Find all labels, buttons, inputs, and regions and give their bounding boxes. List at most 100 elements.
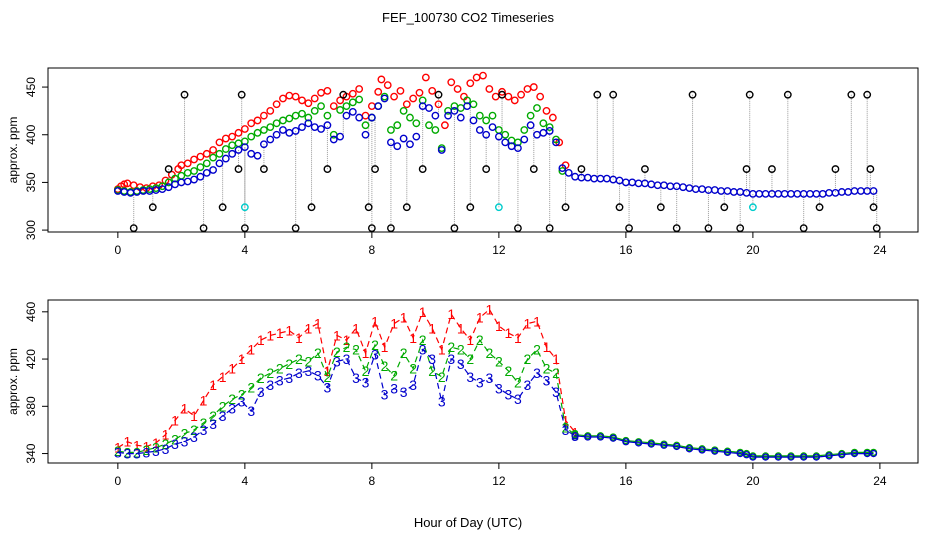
data-point <box>656 203 665 212</box>
data-point <box>374 87 383 96</box>
data-point <box>450 107 459 115</box>
series-marker: 1 <box>238 351 246 367</box>
chart-title: FEF_100730 CO2 Timeseries <box>382 10 554 25</box>
data-point <box>536 92 545 101</box>
data-point <box>504 92 513 101</box>
series-marker: 3 <box>304 363 312 379</box>
data-point <box>285 128 294 137</box>
data-point <box>279 94 287 103</box>
series-marker: 3 <box>162 441 170 457</box>
data-point <box>364 203 373 212</box>
series-marker: 1 <box>114 440 122 456</box>
series-marker: 3 <box>181 434 189 450</box>
series-marker: 2 <box>333 344 341 360</box>
data-point <box>679 183 687 192</box>
x-axis-label: Hour of Day (UTC) <box>414 515 522 530</box>
series-marker: 3 <box>514 391 522 407</box>
data-point <box>387 224 395 233</box>
data-point <box>190 167 198 175</box>
series-marker: 1 <box>457 320 465 336</box>
data-point <box>247 119 256 128</box>
data-point <box>745 90 754 99</box>
data-point <box>533 130 541 139</box>
series-marker: 3 <box>505 386 513 402</box>
data-point <box>660 441 668 449</box>
data-point <box>260 111 268 120</box>
data-point <box>304 119 313 128</box>
data-point <box>310 94 319 103</box>
data-point <box>479 71 487 80</box>
series-marker: 2 <box>352 342 360 358</box>
data-point <box>564 168 573 177</box>
data-point <box>717 187 726 195</box>
series-marker: 1 <box>247 342 255 358</box>
series-marker: 1 <box>419 304 427 320</box>
data-point <box>736 224 745 233</box>
data-point <box>342 111 351 120</box>
data-point <box>472 73 481 82</box>
data-point <box>291 127 300 135</box>
x-tick-label: 4 <box>242 474 249 488</box>
data-point <box>253 151 262 160</box>
series-marker: 1 <box>285 323 293 339</box>
data-point <box>723 448 732 457</box>
data-point <box>482 116 491 125</box>
data-point <box>406 140 414 149</box>
data-point <box>485 85 494 93</box>
series-marker: 3 <box>466 369 474 385</box>
series-line <box>117 348 576 455</box>
data-point <box>399 134 408 143</box>
data-point <box>723 187 732 195</box>
data-point <box>380 94 389 103</box>
data-point <box>838 451 846 459</box>
data-point <box>818 189 827 198</box>
data-point <box>221 154 230 163</box>
data-point <box>673 442 681 451</box>
y-tick-label: 460 <box>24 301 38 321</box>
data-point <box>279 126 287 134</box>
series-marker: 2 <box>419 332 427 348</box>
data-point <box>545 123 554 132</box>
x-tick-label: 16 <box>619 243 633 257</box>
data-point <box>545 224 554 233</box>
series-marker: 3 <box>485 370 493 386</box>
x-tick-label: 24 <box>873 474 887 488</box>
data-point <box>355 95 364 104</box>
series-marker: 3 <box>447 351 455 367</box>
series-marker: 2 <box>362 363 370 379</box>
data-point <box>317 102 325 111</box>
series-marker: 3 <box>152 443 160 459</box>
series-marker: 3 <box>247 403 255 419</box>
data-point <box>729 188 738 196</box>
data-point <box>409 94 418 103</box>
series-marker: 1 <box>314 316 322 332</box>
series-marker: 1 <box>562 412 570 428</box>
data-point <box>647 440 655 448</box>
data-point <box>494 132 503 141</box>
data-point <box>609 90 618 99</box>
series-marker: 3 <box>476 375 484 391</box>
series-marker: 2 <box>505 363 513 379</box>
data-point <box>526 121 535 130</box>
data-point <box>323 165 332 173</box>
data-point <box>336 96 345 105</box>
chart-panel-1: 0 4 8 12 16 20 24 300 350 400 450 approx. ppm <box>6 67 919 257</box>
series-marker: 3 <box>257 384 265 400</box>
data-point <box>272 100 281 109</box>
data-point <box>825 189 833 197</box>
series-marker: 1 <box>409 330 417 346</box>
series-marker: 2 <box>533 342 541 358</box>
data-point <box>431 111 440 120</box>
data-point <box>494 126 503 134</box>
data-point <box>450 224 459 233</box>
data-point <box>164 165 173 173</box>
series-marker: 3 <box>266 377 274 393</box>
series-marker: 1 <box>219 369 227 385</box>
data-point <box>240 125 249 133</box>
data-point <box>317 125 325 133</box>
data-point <box>812 189 821 198</box>
data-point <box>266 135 275 144</box>
series-marker: 2 <box>304 353 312 369</box>
data-point <box>418 165 427 173</box>
data-point <box>523 85 532 93</box>
